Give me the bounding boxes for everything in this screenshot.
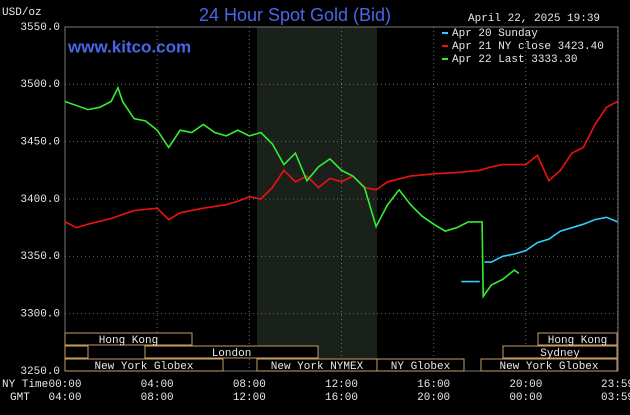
x2-tick-label: 12:00 — [233, 392, 266, 404]
y-tick-label: 3350.0 — [20, 251, 60, 263]
session-label: London — [212, 348, 252, 360]
timestamp: April 22, 2025 19:39 — [468, 13, 600, 25]
x2-tick-label: 16:00 — [325, 392, 358, 404]
session-box — [64, 345, 89, 359]
session-box — [64, 332, 193, 346]
x-tick-label: 04:00 — [141, 379, 174, 391]
session-label: NY Globex — [391, 361, 451, 373]
session-box — [480, 358, 618, 372]
chart-title: 24 Hour Spot Gold (Bid) — [199, 5, 391, 25]
site-label: www.kitco.com — [67, 37, 191, 56]
legend-label: Apr 20 Sunday — [452, 28, 538, 40]
x-tick-label: 08:00 — [233, 379, 266, 391]
x-tick-label: 23:59 — [601, 379, 630, 391]
y-tick-label: 3300.0 — [20, 309, 60, 321]
session-box — [376, 358, 465, 372]
y-tick-label: 3400.0 — [20, 194, 60, 206]
x-row-label: NY Time — [2, 379, 48, 391]
session-label: Hong Kong — [548, 335, 607, 347]
y-tick-label: 3500.0 — [20, 79, 60, 91]
x2-row-label: GMT — [10, 392, 30, 404]
y-tick-label: 3450.0 — [20, 137, 60, 149]
session-box — [502, 345, 618, 359]
x-tick-label: 16:00 — [417, 379, 450, 391]
session-label: New York Globex — [499, 361, 598, 373]
session-label: New York NYMEX — [271, 361, 364, 373]
x2-tick-label: 04:00 — [48, 392, 81, 404]
legend-label: Apr 22 Last 3333.30 — [452, 54, 577, 66]
series-line — [461, 216, 618, 283]
y-tick-label: 3250.0 — [20, 366, 60, 378]
x2-tick-label: 00:00 — [509, 392, 542, 404]
session-label: Sydney — [540, 348, 580, 360]
x2-tick-label: 08:00 — [141, 392, 174, 404]
x-tick-label: 20:00 — [509, 379, 542, 391]
series-line — [64, 100, 618, 229]
session-box — [144, 345, 319, 359]
legend-label: Apr 21 NY close 3423.40 — [452, 41, 604, 53]
series-line — [64, 85, 520, 299]
x2-tick-label: 03:59 — [601, 392, 630, 404]
y-tick-label: 3550.0 — [20, 22, 60, 34]
session-label: New York Globex — [94, 361, 193, 373]
x-tick-label: 12:00 — [325, 379, 358, 391]
session-label: Hong Kong — [99, 335, 158, 347]
x2-tick-label: 20:00 — [417, 392, 450, 404]
session-box — [537, 332, 618, 346]
session-box — [64, 358, 224, 372]
unit-label: USD/oz — [2, 7, 42, 19]
x-tick-label: 00:00 — [48, 379, 81, 391]
